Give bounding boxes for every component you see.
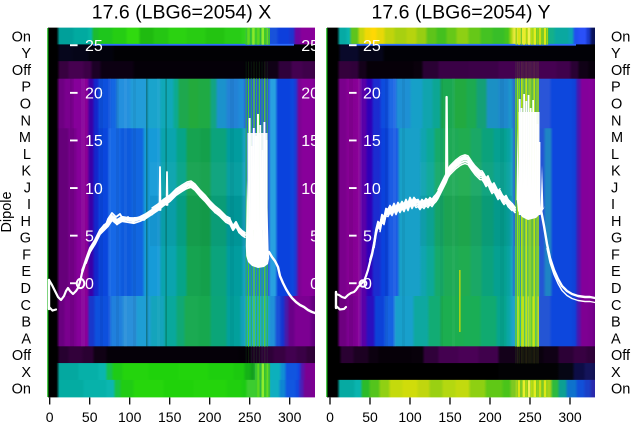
- svg-text:200: 200: [198, 409, 222, 425]
- svg-text:On: On: [611, 29, 630, 45]
- svg-text:F: F: [22, 247, 31, 263]
- svg-text:L: L: [23, 147, 31, 163]
- svg-text:A: A: [611, 331, 621, 347]
- svg-text:250: 250: [518, 409, 542, 425]
- svg-text:X: X: [21, 365, 31, 381]
- svg-text:D: D: [21, 281, 31, 297]
- svg-text:5: 5: [85, 228, 94, 245]
- svg-text:150: 150: [158, 409, 182, 425]
- svg-text:200: 200: [478, 409, 502, 425]
- svg-text:0: 0: [85, 276, 94, 293]
- svg-text:0: 0: [326, 409, 334, 425]
- svg-text:Y: Y: [611, 46, 621, 62]
- svg-text:J: J: [24, 180, 31, 196]
- svg-text:On: On: [12, 29, 31, 45]
- svg-text:P: P: [21, 80, 31, 96]
- svg-text:O: O: [611, 97, 622, 113]
- svg-text:L: L: [611, 147, 619, 163]
- svg-text:O: O: [20, 97, 31, 113]
- svg-text:17.6 (LBG6=2054) X: 17.6 (LBG6=2054) X: [92, 2, 271, 24]
- svg-text:150: 150: [438, 409, 462, 425]
- svg-text:C: C: [611, 298, 621, 314]
- svg-text:10: 10: [301, 181, 319, 198]
- svg-text:20: 20: [301, 86, 319, 103]
- svg-text:On: On: [12, 382, 31, 398]
- svg-text:J: J: [611, 180, 618, 196]
- svg-text:Dipole: Dipole: [0, 191, 15, 232]
- svg-text:Off: Off: [611, 348, 631, 364]
- svg-text:17.6 (LBG6=2054) Y: 17.6 (LBG6=2054) Y: [371, 2, 550, 24]
- svg-text:0: 0: [363, 276, 372, 293]
- svg-text:50: 50: [82, 409, 98, 425]
- svg-text:K: K: [21, 164, 31, 180]
- svg-text:5: 5: [363, 228, 372, 245]
- svg-text:On: On: [611, 382, 630, 398]
- svg-text:H: H: [611, 214, 621, 230]
- svg-text:300: 300: [558, 409, 582, 425]
- svg-text:I: I: [611, 197, 615, 213]
- svg-text:P: P: [611, 80, 621, 96]
- svg-text:Off: Off: [12, 348, 32, 364]
- svg-text:K: K: [611, 164, 621, 180]
- svg-text:100: 100: [118, 409, 142, 425]
- svg-text:5: 5: [310, 228, 319, 245]
- svg-text:50: 50: [362, 409, 378, 425]
- svg-text:Y: Y: [21, 46, 31, 62]
- svg-text:A: A: [21, 331, 31, 347]
- svg-text:X: X: [611, 365, 621, 381]
- svg-text:15: 15: [363, 133, 381, 150]
- svg-text:D: D: [611, 281, 621, 297]
- svg-text:I: I: [27, 197, 31, 213]
- svg-text:15: 15: [85, 133, 103, 150]
- svg-text:Off: Off: [611, 63, 631, 79]
- svg-text:G: G: [20, 231, 31, 247]
- svg-text:250: 250: [238, 409, 262, 425]
- svg-text:C: C: [21, 298, 31, 314]
- svg-text:15: 15: [301, 133, 319, 150]
- svg-text:B: B: [611, 315, 621, 331]
- svg-text:100: 100: [398, 409, 422, 425]
- svg-text:N: N: [21, 113, 31, 129]
- svg-text:B: B: [21, 315, 31, 331]
- svg-text:300: 300: [278, 409, 302, 425]
- svg-text:20: 20: [85, 86, 103, 103]
- svg-text:G: G: [611, 231, 622, 247]
- svg-text:N: N: [611, 113, 621, 129]
- svg-text:Off: Off: [12, 63, 32, 79]
- svg-text:25: 25: [363, 38, 381, 55]
- svg-text:25: 25: [85, 38, 103, 55]
- svg-text:E: E: [21, 264, 31, 280]
- svg-text:0: 0: [310, 276, 319, 293]
- svg-text:F: F: [611, 247, 620, 263]
- svg-text:0: 0: [46, 409, 54, 425]
- svg-text:E: E: [611, 264, 621, 280]
- svg-text:M: M: [611, 130, 623, 146]
- svg-text:10: 10: [85, 181, 103, 198]
- svg-text:20: 20: [363, 86, 381, 103]
- svg-text:H: H: [21, 214, 31, 230]
- svg-text:10: 10: [363, 181, 381, 198]
- svg-text:M: M: [19, 130, 31, 146]
- svg-text:25: 25: [301, 38, 319, 55]
